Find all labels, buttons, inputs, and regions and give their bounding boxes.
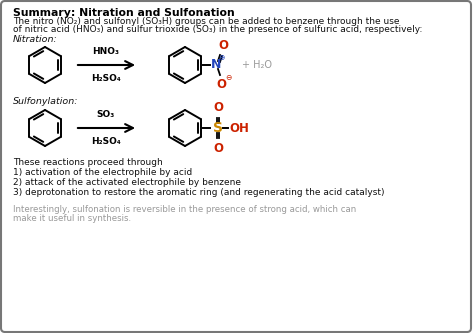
Text: These reactions proceed through: These reactions proceed through <box>13 158 163 167</box>
Text: O: O <box>213 142 223 155</box>
Text: SO₃: SO₃ <box>97 110 115 119</box>
Text: S: S <box>213 121 223 135</box>
Text: 3) deprotonation to restore the aromatic ring (and regenerating the acid catalys: 3) deprotonation to restore the aromatic… <box>13 188 384 197</box>
Text: 1) activation of the electrophile by acid: 1) activation of the electrophile by aci… <box>13 168 192 177</box>
Text: 2) attack of the activated electrophile by benzene: 2) attack of the activated electrophile … <box>13 178 241 187</box>
Text: ⊖: ⊖ <box>225 74 231 83</box>
Text: Sulfonylation:: Sulfonylation: <box>13 97 79 106</box>
Text: Nitration:: Nitration: <box>13 35 58 44</box>
Text: O: O <box>216 78 226 91</box>
Text: ⊕: ⊕ <box>218 54 224 63</box>
Text: + H₂O: + H₂O <box>242 60 272 70</box>
Text: make it useful in synthesis.: make it useful in synthesis. <box>13 214 131 223</box>
Text: O: O <box>218 39 228 52</box>
Text: Interestingly, sulfonation is reversible in the presence of strong acid, which c: Interestingly, sulfonation is reversible… <box>13 205 356 214</box>
Text: O: O <box>213 101 223 114</box>
Text: OH: OH <box>229 122 249 135</box>
Text: H₂SO₄: H₂SO₄ <box>91 137 121 146</box>
Text: The nitro (NO₂) and sulfonyl (SO₃H) groups can be added to benzene through the u: The nitro (NO₂) and sulfonyl (SO₃H) grou… <box>13 17 400 26</box>
Text: Summary: Nitration and Sulfonation: Summary: Nitration and Sulfonation <box>13 8 235 18</box>
Text: of nitric acid (HNO₃) and sulfur trioxide (SO₃) in the presence of sulfuric acid: of nitric acid (HNO₃) and sulfur trioxid… <box>13 25 422 34</box>
Text: H₂SO₄: H₂SO₄ <box>91 74 121 83</box>
Text: HNO₃: HNO₃ <box>92 47 119 56</box>
Text: N: N <box>211 59 221 72</box>
